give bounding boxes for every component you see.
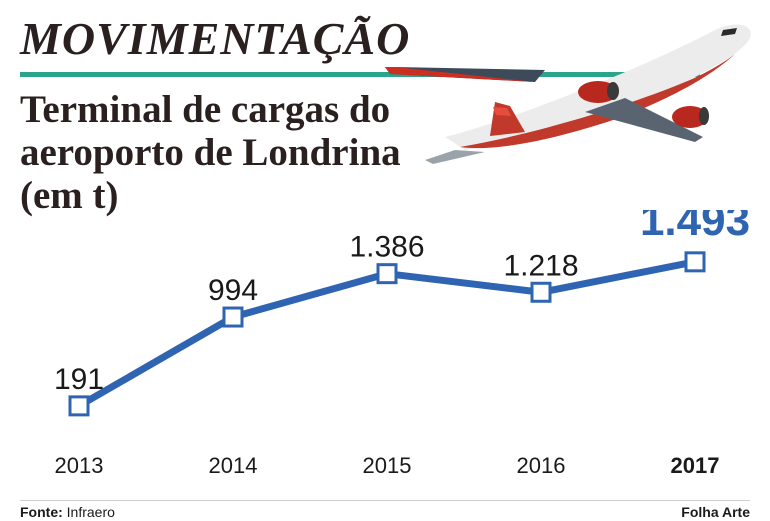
credit-note: Folha Arte bbox=[681, 504, 750, 520]
source-label: Fonte: bbox=[20, 504, 63, 520]
value-label-2013: 191 bbox=[54, 363, 104, 396]
data-point-2013 bbox=[68, 395, 90, 417]
source-value: Infraero bbox=[66, 504, 115, 520]
value-label-2017: 1.493 bbox=[640, 210, 750, 245]
chart-title: Terminal de cargas do aeroporto de Londr… bbox=[20, 88, 401, 217]
x-tick-label-2017: 2017 bbox=[671, 453, 720, 478]
data-point-2016 bbox=[530, 281, 552, 303]
data-point-2015 bbox=[376, 263, 398, 285]
x-tick-label-2013: 2013 bbox=[55, 453, 104, 478]
value-label-2014: 994 bbox=[208, 274, 258, 307]
x-tick-label-2014: 2014 bbox=[209, 453, 258, 478]
value-label-2015: 1.386 bbox=[349, 231, 424, 264]
airplane-icon bbox=[385, 24, 751, 164]
data-point-2014 bbox=[222, 306, 244, 328]
x-tick-label-2015: 2015 bbox=[363, 453, 412, 478]
source-note: Fonte: Infraero bbox=[20, 504, 115, 520]
kicker-heading: MOVIMENTAÇÃO bbox=[20, 13, 411, 64]
value-label-2016: 1.218 bbox=[503, 249, 578, 282]
accent-rule bbox=[20, 72, 700, 77]
footer-divider bbox=[20, 500, 750, 501]
line-chart: 191 994 1.386 1.218 1.493 2013 2014 2015 2016 20… bbox=[54, 210, 750, 478]
data-point-2017 bbox=[684, 251, 706, 273]
x-tick-label-2016: 2016 bbox=[517, 453, 566, 478]
